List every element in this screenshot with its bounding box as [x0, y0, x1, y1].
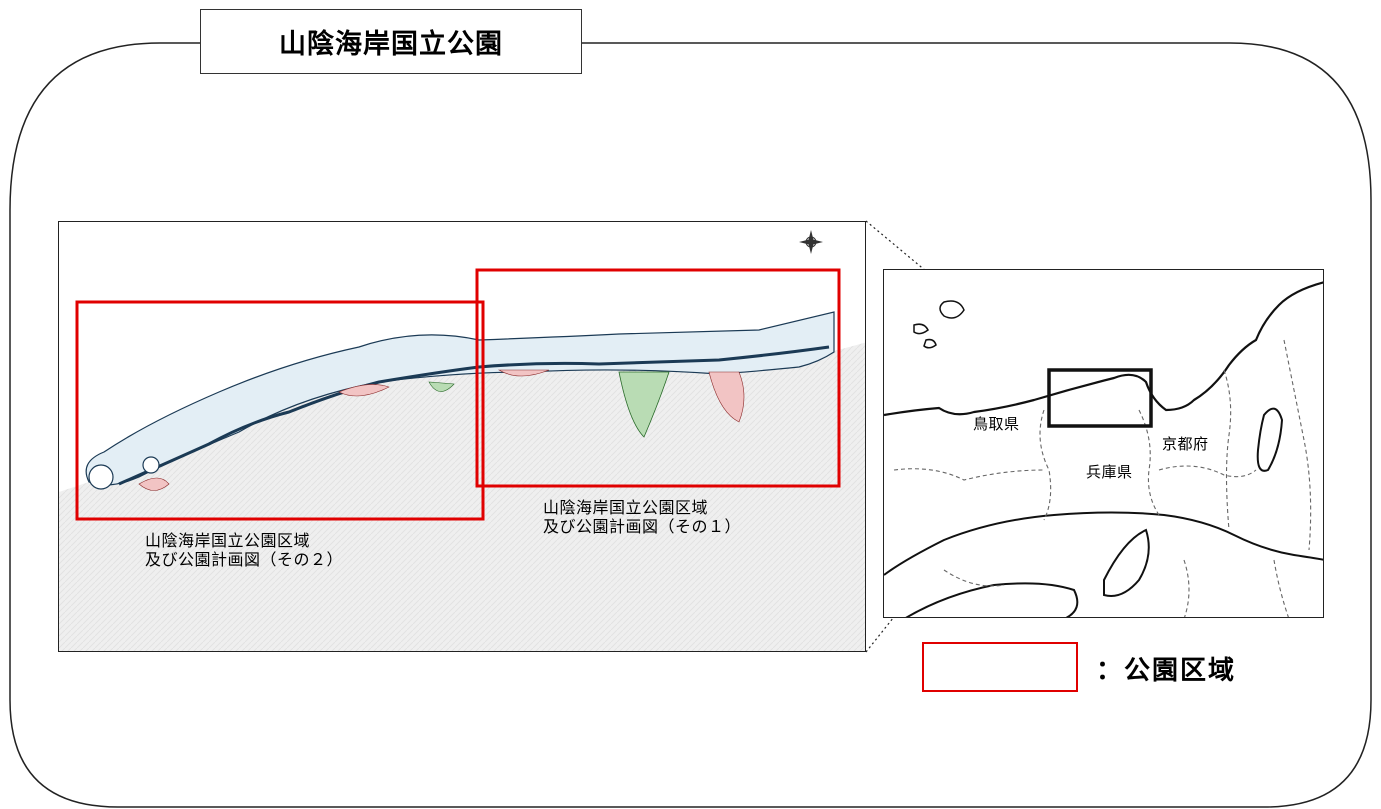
prefecture-boundaries [893, 339, 1312, 617]
label-line: 及び公園計画図（その１） [543, 517, 742, 536]
inland-sea-coast [884, 511, 1323, 576]
focus-area-rectangle [1047, 368, 1153, 428]
special-zone-patch [338, 384, 390, 397]
marine-park-area [85, 311, 835, 486]
island [939, 300, 965, 319]
rounded-frame-border [9, 42, 1372, 808]
marine-circle-feature [142, 456, 160, 474]
label-line: 山陰海岸国立公園区域 [145, 531, 311, 550]
coastline [118, 345, 830, 486]
compass-rose-icon [799, 230, 823, 254]
marine-circle-feature [88, 464, 114, 490]
island [923, 338, 937, 349]
inset-map [883, 269, 1324, 618]
special-zone-patch [708, 371, 745, 423]
inset-map-canvas [884, 281, 1323, 617]
inset-coastline [884, 281, 1323, 417]
lake-biwa [1256, 407, 1284, 472]
green-zone-patch [428, 381, 455, 392]
main-map-canvas [59, 230, 865, 651]
pref-label-kyoto: 京都府 [1162, 435, 1209, 453]
label-line: 及び公園計画図（その２） [145, 550, 344, 569]
park-region-frame-part1 [475, 268, 841, 488]
main-map [58, 221, 866, 652]
park-region-frame-part2 [75, 300, 485, 521]
label-line: 山陰海岸国立公園区域 [543, 498, 709, 517]
green-zone-patch [618, 371, 670, 438]
awaji-island [1103, 528, 1150, 597]
island [913, 323, 929, 335]
pref-label-hyogo: 兵庫県 [1086, 463, 1133, 481]
pref-label-tottori: 鳥取県 [973, 415, 1020, 433]
special-zone-patch [497, 369, 550, 377]
page-title: 山陰海岸国立公園 [200, 9, 582, 74]
legend-label-park-area: ：公園区域 [1096, 656, 1237, 686]
special-zone-patch [138, 477, 170, 491]
label-park-plan-part1: 山陰海岸国立公園区域 及び公園計画図（その１） [543, 498, 741, 536]
label-park-plan-part2: 山陰海岸国立公園区域 及び公園計画図（その２） [145, 531, 343, 569]
shikoku-coast [905, 582, 1079, 617]
legend-swatch-park-area [922, 642, 1078, 692]
